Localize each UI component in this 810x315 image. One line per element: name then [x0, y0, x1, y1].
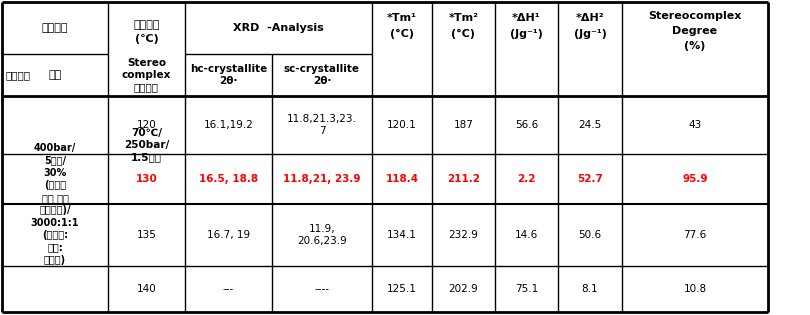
- Text: (°C): (°C): [390, 29, 414, 39]
- Text: 10.8: 10.8: [684, 284, 706, 294]
- Text: 43: 43: [688, 120, 701, 130]
- Text: (Jg⁻¹): (Jg⁻¹): [573, 29, 607, 39]
- Text: 202.9: 202.9: [449, 284, 479, 294]
- Text: Stereocomplex: Stereocomplex: [648, 11, 742, 21]
- Text: ---: ---: [223, 284, 234, 294]
- Text: 130: 130: [135, 174, 157, 184]
- Text: 140: 140: [137, 284, 156, 294]
- Text: 중합조건: 중합조건: [6, 70, 31, 80]
- Text: 52.7: 52.7: [577, 174, 603, 184]
- Text: Degree: Degree: [672, 26, 718, 36]
- Text: 400bar/
5시간/
30%
(단량체
대비 용매
물중량비)/
3000:1:1
(단량체:
촉매:
개시제): 400bar/ 5시간/ 30% (단량체 대비 용매 물중량비)/ 3000:…: [31, 143, 79, 265]
- Text: *ΔH¹: *ΔH¹: [512, 13, 541, 23]
- Text: 211.2: 211.2: [447, 174, 480, 184]
- Text: XRD  -Analysis: XRD -Analysis: [233, 23, 324, 33]
- Text: ----: ----: [314, 284, 330, 294]
- Text: 118.4: 118.4: [386, 174, 419, 184]
- Text: 14.6: 14.6: [515, 230, 538, 240]
- Text: 134.1: 134.1: [387, 230, 417, 240]
- Text: 16.5, 18.8: 16.5, 18.8: [199, 174, 258, 184]
- Text: 2.2: 2.2: [518, 174, 535, 184]
- Text: 56.6: 56.6: [515, 120, 538, 130]
- Text: 120.1: 120.1: [387, 120, 417, 130]
- Text: Stereo
complex
반응조건: Stereo complex 반응조건: [122, 58, 171, 92]
- Text: 11.9,
20.6,23.9: 11.9, 20.6,23.9: [297, 224, 347, 246]
- Text: 16.7, 19: 16.7, 19: [207, 230, 250, 240]
- Text: sc-crystallite
2θ·: sc-crystallite 2θ·: [284, 64, 360, 86]
- Text: 11.8,21.3,23.
7: 11.8,21.3,23. 7: [287, 114, 357, 136]
- Text: 95.9: 95.9: [682, 174, 708, 184]
- Text: 반응온도: 반응온도: [134, 20, 160, 31]
- Text: 77.6: 77.6: [684, 230, 706, 240]
- Text: 70℃/
250bar/
1.5시간: 70℃/ 250bar/ 1.5시간: [124, 128, 169, 163]
- Text: 그외반응: 그외반응: [42, 23, 68, 33]
- Text: (℃): (℃): [134, 34, 159, 44]
- Text: 232.9: 232.9: [449, 230, 479, 240]
- Text: 187: 187: [454, 120, 473, 130]
- Text: 50.6: 50.6: [578, 230, 602, 240]
- Text: (Jg⁻¹): (Jg⁻¹): [510, 29, 543, 39]
- Text: hc-crystallite
2θ·: hc-crystallite 2θ·: [190, 64, 267, 86]
- Text: 120: 120: [137, 120, 156, 130]
- Text: 조건: 조건: [49, 70, 62, 80]
- Text: (%): (%): [684, 41, 706, 51]
- Text: *ΔH²: *ΔH²: [576, 13, 604, 23]
- Text: 8.1: 8.1: [582, 284, 599, 294]
- Text: 16.1,19.2: 16.1,19.2: [203, 120, 254, 130]
- Text: 24.5: 24.5: [578, 120, 602, 130]
- Text: (°C): (°C): [451, 29, 475, 39]
- Text: *Tm¹: *Tm¹: [387, 13, 417, 23]
- Text: 125.1: 125.1: [387, 284, 417, 294]
- Text: 11.8,21, 23.9: 11.8,21, 23.9: [284, 174, 360, 184]
- Text: 135: 135: [137, 230, 156, 240]
- Text: *Tm²: *Tm²: [449, 13, 479, 23]
- Text: 75.1: 75.1: [515, 284, 538, 294]
